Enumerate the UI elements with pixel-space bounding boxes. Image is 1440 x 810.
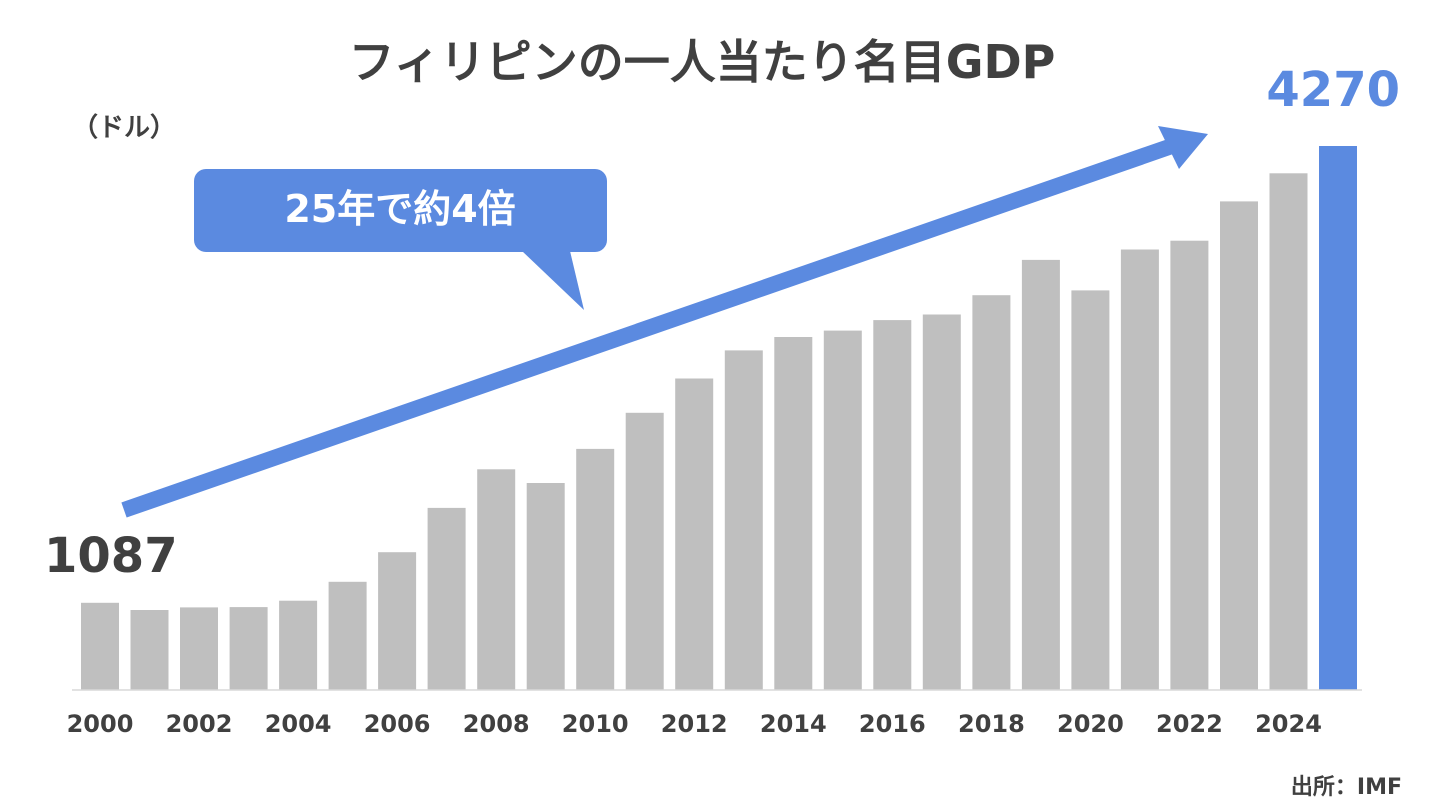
x-tick-2014: 2014 — [760, 710, 827, 738]
bar-2015 — [823, 330, 862, 690]
x-tick-2010: 2010 — [562, 710, 629, 738]
x-tick-2000: 2000 — [67, 710, 134, 738]
bar-2005 — [328, 581, 367, 690]
bar-2021 — [1120, 249, 1159, 690]
x-tick-2020: 2020 — [1057, 710, 1124, 738]
x-tick-2008: 2008 — [463, 710, 530, 738]
start-value-label: 1087 — [44, 528, 178, 584]
x-tick-2018: 2018 — [958, 710, 1025, 738]
bar-2013 — [724, 350, 763, 690]
x-axis-ticks: 2000 2002 2004 2006 2008 2010 2012 2014 2016 2018… — [67, 710, 1322, 738]
callout-bubble: 25年で約4倍 — [194, 169, 607, 310]
bar-2024 — [1269, 173, 1308, 691]
bar-2008 — [477, 469, 516, 690]
source-label: 出所：IMF — [1291, 775, 1402, 800]
bar-2020 — [1071, 290, 1110, 690]
bar-2023 — [1220, 201, 1258, 690]
unit-label: （ドル） — [72, 113, 176, 143]
bar-2002 — [180, 607, 218, 690]
bar-2025 — [1319, 146, 1357, 690]
bar-2006 — [378, 552, 417, 690]
x-tick-2004: 2004 — [265, 710, 332, 738]
bar-2009 — [526, 483, 565, 690]
chart-title: フィリピンの一人当たり名目GDP — [349, 35, 1056, 89]
bar-2016 — [873, 320, 912, 690]
trend-arrow — [121, 126, 1208, 518]
bar-2007 — [427, 507, 466, 690]
bar-2022 — [1170, 240, 1209, 690]
bars-group — [81, 146, 1357, 691]
bar-2017 — [922, 314, 961, 690]
x-tick-2012: 2012 — [661, 710, 728, 738]
bar-2010 — [576, 448, 615, 690]
x-tick-2022: 2022 — [1156, 710, 1223, 738]
bar-2004 — [279, 600, 318, 690]
bar-2001 — [130, 610, 169, 690]
bar-2003 — [229, 607, 268, 690]
bar-2000 — [81, 602, 119, 690]
bar-2018 — [972, 295, 1011, 690]
x-tick-2002: 2002 — [166, 710, 233, 738]
callout-text: 25年で約4倍 — [284, 187, 515, 231]
bar-2019 — [1021, 259, 1060, 690]
x-tick-2024: 2024 — [1255, 710, 1322, 738]
x-tick-2016: 2016 — [859, 710, 926, 738]
bar-2012 — [675, 378, 714, 690]
end-value-label: 4270 — [1266, 62, 1400, 118]
bar-2011 — [625, 412, 664, 690]
x-tick-2006: 2006 — [364, 710, 431, 738]
bar-2014 — [774, 337, 813, 690]
